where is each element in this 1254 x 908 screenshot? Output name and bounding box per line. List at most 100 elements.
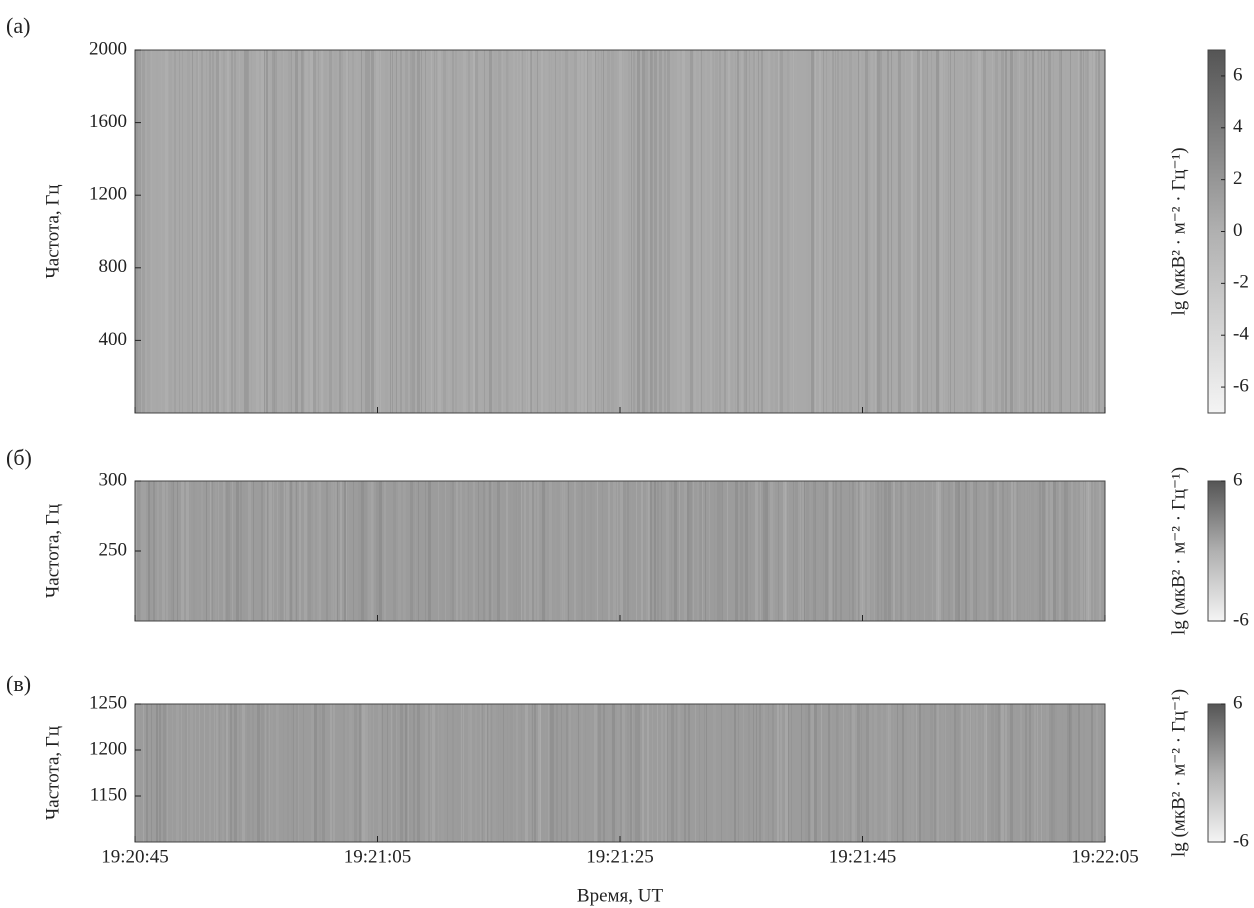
spectrogram-texture <box>319 481 322 621</box>
spectrogram-texture <box>492 481 493 621</box>
spectrogram-texture <box>494 50 497 413</box>
spectrogram-texture <box>521 481 522 621</box>
spectrogram-texture <box>1016 481 1018 621</box>
spectrogram-texture <box>1042 481 1045 621</box>
spectrogram-texture <box>269 481 272 621</box>
spectrogram-texture <box>162 481 165 621</box>
spectrogram-texture <box>199 704 200 842</box>
spectrogram-texture <box>489 704 490 842</box>
spectrogram-texture <box>826 50 827 413</box>
spectrogram-texture <box>284 481 285 621</box>
spectrogram-texture <box>788 481 789 621</box>
spectrogram-texture <box>730 704 732 842</box>
spectrogram-texture <box>223 50 225 413</box>
spectrogram-texture <box>936 481 939 621</box>
spectrogram-texture <box>818 704 820 842</box>
spectrogram-texture <box>860 481 863 621</box>
spectrogram-texture <box>361 50 362 413</box>
spectrogram-texture <box>500 704 501 842</box>
spectrogram-texture <box>1014 481 1017 621</box>
spectrogram-texture <box>954 704 956 842</box>
spectrogram-texture <box>532 704 533 842</box>
spectrogram-texture <box>368 481 371 621</box>
spectrogram-texture <box>287 704 289 842</box>
spectrogram-texture <box>143 704 144 842</box>
spectrogram-texture <box>871 481 874 621</box>
spectrogram-texture <box>463 704 464 842</box>
spectrogram-texture <box>753 50 755 413</box>
spectrogram-texture <box>1015 704 1016 842</box>
spectrogram-texture <box>291 50 292 413</box>
spectrogram-texture <box>459 50 461 413</box>
spectrogram-texture <box>970 704 971 842</box>
spectrogram-texture <box>815 481 816 621</box>
spectrogram-texture <box>1037 704 1038 842</box>
spectrogram-texture <box>1051 704 1053 842</box>
spectrogram-texture <box>654 50 657 413</box>
spectrogram-texture <box>802 481 804 621</box>
spectrogram-texture <box>153 481 155 621</box>
spectrogram-texture <box>607 50 610 413</box>
spectrogram-texture <box>313 50 316 413</box>
spectrogram-texture <box>483 481 485 621</box>
spectrogram-texture <box>415 481 416 621</box>
spectrogram-texture <box>721 50 724 413</box>
spectrogram-texture <box>719 50 721 413</box>
spectrogram-texture <box>434 50 435 413</box>
spectrogram-texture <box>650 50 653 413</box>
spectrogram-texture <box>308 481 311 621</box>
spectrogram-texture <box>484 50 485 413</box>
spectrogram-texture <box>603 704 605 842</box>
spectrogram-texture <box>187 704 188 842</box>
spectrogram-texture <box>1007 481 1008 621</box>
spectrogram-texture <box>1041 704 1042 842</box>
spectrogram-texture <box>687 481 689 621</box>
spectrogram-texture <box>1078 704 1080 842</box>
colorbar-tick-label: -4 <box>1233 324 1249 345</box>
spectrogram-texture <box>264 50 265 413</box>
spectrogram-texture <box>362 704 365 842</box>
spectrogram-texture <box>887 50 889 413</box>
spectrogram-texture <box>246 50 249 413</box>
spectrogram-texture <box>195 704 196 842</box>
spectrogram-texture <box>801 50 804 413</box>
spectrogram-texture <box>770 481 773 621</box>
spectrogram-texture <box>699 704 700 842</box>
spectrogram-texture <box>881 704 883 842</box>
spectrogram-texture <box>791 704 792 842</box>
spectrogram-texture <box>773 481 775 621</box>
spectrogram-texture <box>1021 481 1024 621</box>
spectrogram-texture <box>750 481 751 621</box>
spectrogram-texture <box>756 704 757 842</box>
spectrogram-texture <box>885 50 888 413</box>
spectrogram-texture <box>813 481 815 621</box>
spectrogram-texture <box>765 481 768 621</box>
spectrogram-texture <box>1083 704 1085 842</box>
spectrogram-texture <box>950 704 951 842</box>
spectrogram-texture <box>878 704 880 842</box>
spectrogram-texture <box>983 50 986 413</box>
spectrogram-texture <box>965 481 967 621</box>
spectrogram-texture <box>234 704 237 842</box>
spectrogram-texture <box>705 50 707 413</box>
spectrogram-texture <box>1076 481 1078 621</box>
spectrogram-texture <box>975 50 977 413</box>
spectrogram-texture <box>431 50 432 413</box>
spectrogram-texture <box>585 481 586 621</box>
spectrogram-texture <box>369 704 371 842</box>
spectrogram-texture <box>380 50 381 413</box>
spectrogram-texture <box>744 50 746 413</box>
spectrogram-texture <box>793 50 794 413</box>
spectrogram-texture <box>261 481 263 621</box>
spectrogram-texture <box>444 704 446 842</box>
spectrogram-texture <box>838 704 840 842</box>
spectrogram-texture <box>894 50 897 413</box>
spectrogram-texture <box>592 50 595 413</box>
spectrogram-texture <box>226 704 228 842</box>
spectrogram-texture <box>1001 50 1004 413</box>
spectrogram-texture <box>1005 704 1007 842</box>
spectrogram-texture <box>354 704 357 842</box>
spectrogram-texture <box>142 50 145 413</box>
spectrogram-texture <box>682 481 684 621</box>
spectrogram-texture <box>438 704 439 842</box>
